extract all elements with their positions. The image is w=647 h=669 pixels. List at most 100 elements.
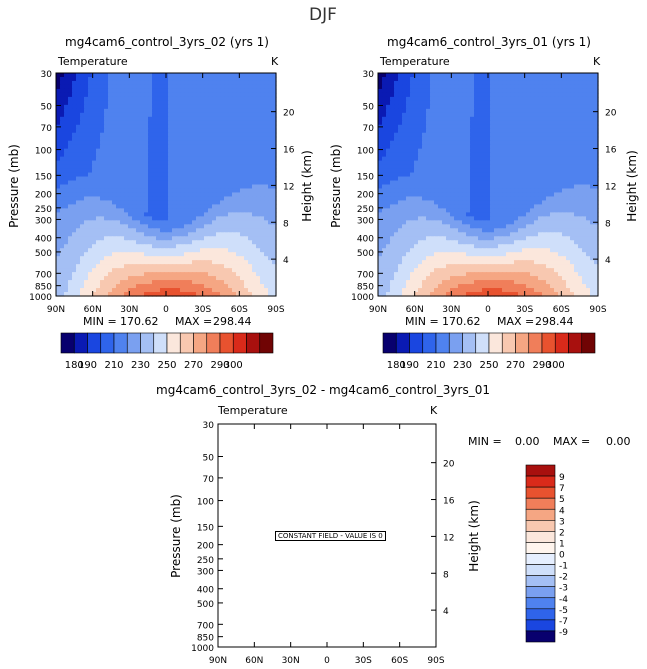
panel-1-cell [140,216,145,221]
panel-1-cell [152,124,157,130]
panel-1-cell [128,172,133,178]
panel-2-cell [438,152,443,158]
panel-2-cell [594,120,599,126]
panel-1-cell [112,176,117,182]
panel-1-cell [256,116,261,122]
panel-1-cell [72,156,77,162]
panel-2-cell [458,88,463,94]
panel-1-cell [68,228,73,233]
panel-2-cell [590,144,595,150]
panel-2-cell [446,116,451,122]
panel-2-cell [494,92,499,98]
panel-1-cell [108,204,113,209]
panel-2-units: K [593,55,601,68]
panel-1-cell [104,208,109,213]
panel-2-cell [398,84,403,90]
panel-1-cell [104,188,109,194]
panel-1-cell [156,84,161,90]
panel-2-cell [386,140,391,146]
panel-1-cell [268,260,273,265]
panel-2-cell [534,196,539,202]
panel-2-cell [470,100,475,106]
panel-1-cell [160,252,165,257]
panel-2-cell [522,152,527,158]
panel-1-cell [224,140,229,146]
panel-1-cell [68,188,73,194]
panel-2-cell [402,120,407,126]
panel-2-cell [386,128,391,134]
panel-1-cell [160,136,165,142]
panel-1-cell [200,176,205,182]
panel-1-cell [236,96,241,102]
panel-2-cell [382,124,387,130]
panel-2-cell [478,196,483,202]
panel-1-cell [256,108,261,114]
panel-1-cell [60,192,65,198]
panel-2-cell [414,116,419,122]
panel-2-cell [542,136,547,142]
panel-2-cell [498,128,503,134]
panel-2-cell [410,192,415,198]
panel-1-cell [96,164,101,170]
panel-2-cell [558,132,563,138]
panel-1-cell [92,280,97,285]
panel-1-cell [96,196,101,202]
panel-2-cell [570,148,575,154]
panel-1-cell [220,220,225,225]
panel-1-cell [92,144,97,150]
panel-1-cell [124,256,129,261]
panel-2-cell [546,104,551,110]
panel-1-cell [172,124,177,130]
panel-2-cell [442,84,447,90]
panel-1-cell [152,192,157,198]
panel-2-cell [514,96,519,102]
panel-1-cell [144,224,149,229]
panel-1-cell [68,236,73,241]
panel-2-cell [530,100,535,106]
panel-1-cell [236,224,241,229]
panel-2-cell [434,88,439,94]
panel-2-cell [582,196,587,202]
panel-2-cell [510,188,515,194]
panel-1-cell [132,288,137,293]
panel-1-cell [164,212,169,217]
panel-2-cell [426,100,431,106]
panel-1-cell [176,268,181,273]
panel-1-cell [76,104,81,110]
panel-1-cell [80,80,85,86]
panel-1-cell [212,92,217,98]
panel-1-cell [268,136,273,142]
panel-2-cell [522,100,527,106]
panel-1-cell [188,172,193,178]
panel-1-cell [112,140,117,146]
panel-1-cell [72,252,77,257]
panel-1-cell [96,212,101,217]
panel-1-cell [104,280,109,285]
panel-1-cell [248,236,253,241]
panel-1-cell [76,152,81,158]
panel-1-cell [76,280,81,285]
panel-2-cell [426,96,431,102]
panel-1-cell [172,108,177,114]
panel-1-cell [148,192,153,198]
panel-1-cell [144,120,149,126]
panel-1-cell [240,188,245,194]
panel-1-cell [152,76,157,82]
panel-2-cell [422,88,427,94]
panel-2-cell [490,144,495,150]
panel-2-cell [466,104,471,110]
panel-2-cell [486,160,491,166]
panel-2-cell [506,172,511,178]
panel-1-cell [124,220,129,225]
panel-1-cell [184,196,189,202]
panel-1-cell [268,212,273,217]
panel-1-cell [156,112,161,118]
panel-2-cell [522,172,527,178]
panel-2-cell [442,76,447,82]
panel-1-cell [144,132,149,138]
panel-1-cell [268,116,273,122]
panel-2-cell [462,104,467,110]
panel-1-colorbar-swatch [166,332,181,354]
panel-1-cell [224,156,229,162]
panel-2-cell [426,84,431,90]
